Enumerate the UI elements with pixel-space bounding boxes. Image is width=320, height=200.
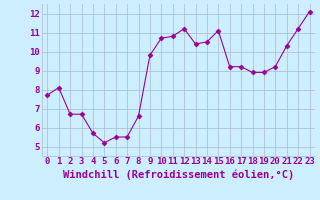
X-axis label: Windchill (Refroidissement éolien,°C): Windchill (Refroidissement éolien,°C) bbox=[63, 169, 294, 180]
